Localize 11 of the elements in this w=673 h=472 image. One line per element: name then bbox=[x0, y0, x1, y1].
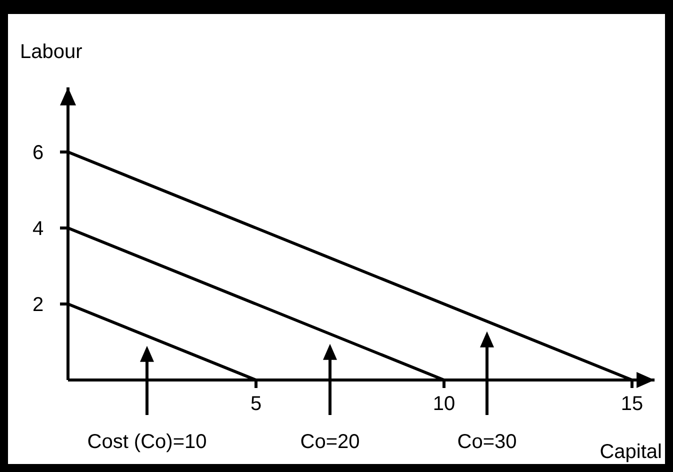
y-axis-title: Labour bbox=[20, 41, 83, 63]
y-tick-label: 2 bbox=[32, 294, 44, 316]
text: Co=30 bbox=[457, 431, 517, 453]
text: Co=20 bbox=[300, 431, 360, 453]
y-tick-label: 4 bbox=[32, 218, 44, 240]
x-axis-title: Capital bbox=[600, 441, 662, 463]
x-tick-label: 15 bbox=[620, 393, 644, 415]
x-tick-label: 5 bbox=[250, 393, 262, 415]
text: Cost (Co)=10 bbox=[87, 431, 207, 453]
x-tick-label: 10 bbox=[432, 393, 456, 415]
y-tick-label: 6 bbox=[32, 142, 44, 164]
